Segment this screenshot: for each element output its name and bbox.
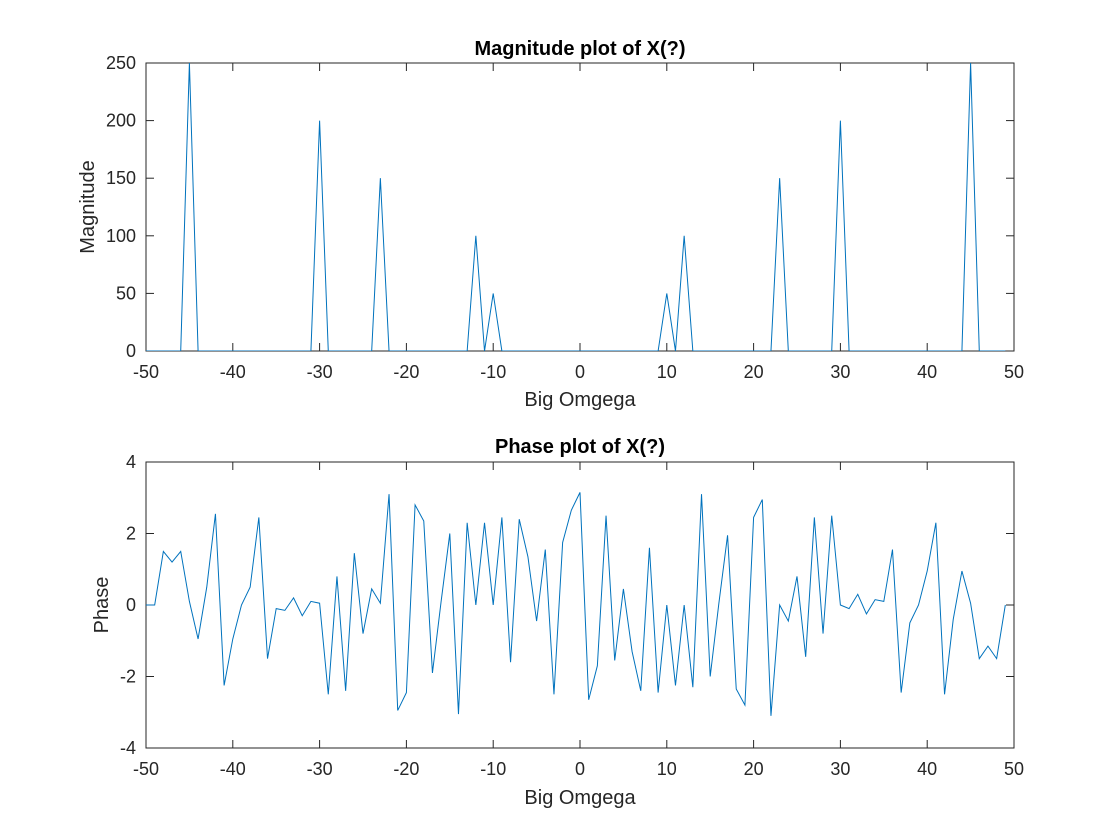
phase-x-tick-label: -30: [307, 759, 333, 779]
magnitude-x-tick-label: -40: [220, 362, 246, 382]
magnitude-axes-frame: [145, 62, 1015, 352]
phase-x-tick-label: -20: [393, 759, 419, 779]
magnitude-x-tick-label: -30: [307, 362, 333, 382]
magnitude-y-tick-label: 200: [106, 111, 136, 131]
phase-x-tick-label: 40: [917, 759, 937, 779]
magnitude-plot-xlabel: Big Omgega: [524, 389, 636, 411]
magnitude-plot: Magnitude plot of X(?) Big Omgega Magnit…: [77, 38, 1024, 411]
phase-x-tick-label: -50: [133, 759, 159, 779]
magnitude-y-tick-label: 0: [126, 341, 136, 361]
phase-plot-title: Phase plot of X(?): [495, 436, 665, 458]
magnitude-x-tick-label: -20: [393, 362, 419, 382]
magnitude-plot-ylabel: Magnitude: [77, 160, 99, 253]
magnitude-x-tick-label: 50: [1004, 362, 1024, 382]
magnitude-y-tick-label: 150: [106, 168, 136, 188]
magnitude-x-tick-label: -50: [133, 362, 159, 382]
magnitude-series-line: [146, 63, 1006, 351]
magnitude-x-tick-label: 20: [744, 362, 764, 382]
phase-y-tick-label: -4: [120, 738, 136, 758]
phase-axes-frame: [145, 461, 1015, 749]
phase-x-tick-label: 30: [830, 759, 850, 779]
magnitude-x-tick-label: 30: [830, 362, 850, 382]
phase-x-tick-label: 50: [1004, 759, 1024, 779]
magnitude-plot-title: Magnitude plot of X(?): [474, 38, 685, 60]
phase-series-line: [146, 492, 1006, 716]
magnitude-y-tick-label: 100: [106, 226, 136, 246]
phase-y-tick-label: -2: [120, 667, 136, 687]
phase-plot-xlabel: Big Omgega: [524, 787, 636, 809]
magnitude-x-tick-label: 40: [917, 362, 937, 382]
phase-plot-ylabel: Phase: [91, 577, 113, 634]
phase-y-tick-label: 0: [126, 595, 136, 615]
magnitude-y-tick-label: 50: [116, 283, 136, 303]
phase-x-tick-label: -40: [220, 759, 246, 779]
phase-x-tick-label: -10: [480, 759, 506, 779]
magnitude-x-tick-label: 10: [657, 362, 677, 382]
magnitude-y-tick-label: 250: [106, 53, 136, 73]
phase-x-tick-label: 0: [575, 759, 585, 779]
phase-x-tick-label: 20: [744, 759, 764, 779]
magnitude-x-tick-label: 0: [575, 362, 585, 382]
phase-x-tick-label: 10: [657, 759, 677, 779]
phase-y-tick-label: 2: [126, 524, 136, 544]
magnitude-x-tick-label: -10: [480, 362, 506, 382]
phase-y-tick-label: 4: [126, 452, 136, 472]
phase-plot: Phase plot of X(?) Big Omgega Phase -50-…: [91, 436, 1024, 809]
